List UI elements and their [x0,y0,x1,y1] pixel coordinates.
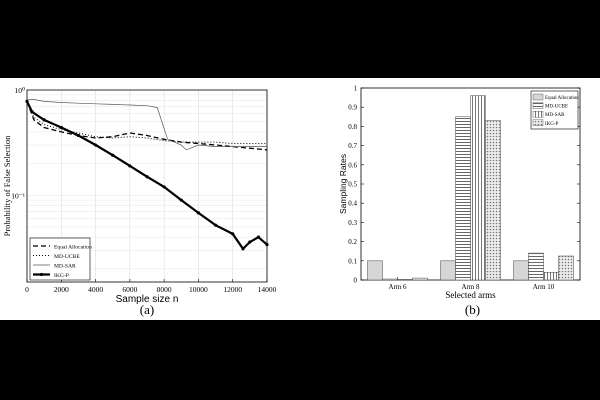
y-tick-label: 0 [354,277,358,285]
series-point [256,235,261,239]
y-tick-label: 10⁻¹ [11,191,25,200]
legend-label: MD-SAR [54,264,76,270]
x-tick-label: 0 [25,285,29,294]
series-point [213,223,218,227]
series-point [241,247,245,251]
legend-swatch [532,119,544,126]
x-tick-label: 14000 [258,285,277,294]
legend-swatch [532,102,544,109]
y-tick-label: 0.5 [348,181,357,189]
legend-label: MD-SAR [545,113,565,118]
series-point [145,175,149,179]
series-point [42,118,46,122]
series-point [111,153,115,157]
x-tick-label: 4000 [88,285,103,294]
bar [382,278,398,281]
series-point [179,198,183,202]
series-line-3 [26,100,268,251]
bar [543,272,559,281]
legend-label: MD-UCBE [54,254,80,260]
bar [485,120,501,281]
legend-swatch [532,93,544,101]
bar [470,95,486,281]
y-tick-label: 0.1 [348,257,357,265]
legend-label: IKG-P [54,273,69,279]
legend-label: MD-UCBE [545,105,568,110]
series-point [248,240,252,244]
bar [440,260,456,281]
y-tick-label: 0.8 [348,123,357,131]
bar [455,116,471,281]
series-point [231,232,235,236]
x-axis-label: Selected arms [445,290,496,300]
series-point [59,125,63,130]
x-tick-label: 12000 [223,285,242,294]
bar [367,260,383,281]
chart-a: 0 2000 4000 6000 8000 10000 12000 14000 10⁰ 10⁻¹ S… [2,86,277,317]
y-tick-label: 10⁰ [14,86,25,95]
series-point [128,164,132,168]
series-point [265,242,269,247]
y-tick-label: 1 [354,85,358,93]
bar [528,252,544,281]
x-tick-label: Arm 8 [461,283,480,291]
legend-box [29,237,91,281]
bar [412,277,428,281]
x-tick-label: 10000 [189,285,208,294]
chart-b: 0 0.1 0.2 0.3 0.4 0.5 0.6 0.7 0.8 0.9 1 Arm 6 Arm 8 A… [338,85,581,317]
x-tick-label: Arm 10 [533,283,555,291]
y-tick-label: 0.7 [348,142,357,150]
x-tick-label: Arm 6 [388,283,407,291]
plot-frame [26,89,268,283]
legend-label: IKG-P [545,122,559,127]
legend-label: Equal Allocation [54,245,92,251]
figure-panel: 0 2000 4000 6000 8000 10000 12000 14000 10⁰ 10⁻¹ S… [0,78,600,320]
legend-marker [39,272,44,277]
bar [397,279,413,281]
series-point [162,185,166,189]
caption-b: (b) [465,302,480,317]
y-tick-label: 0.3 [348,219,357,227]
series-point [25,99,29,103]
y-tick-label: 0.2 [348,238,357,246]
y-tick-label: 0.9 [348,104,357,112]
y-tick-label: 0.6 [348,161,357,169]
series-line-0 [26,101,268,151]
y-tick-label: 0.4 [348,200,357,208]
y-axis-label: Sampling Rates [338,154,348,214]
legend-swatch [532,111,544,118]
series-line-1 [26,101,267,144]
series-point [30,110,34,114]
series-point [76,133,81,138]
y-axis-label: Probability of False Selection [2,135,12,237]
x-tick-label: 8000 [157,285,172,294]
legend-label: Equal Allocation [545,96,579,101]
x-tick-label: 6000 [122,285,137,294]
series-line-2 [26,98,267,151]
series-point [93,143,98,147]
series-point [196,211,201,215]
x-axis-label: Sample size n [116,294,179,305]
x-tick-label: 2000 [54,285,69,294]
caption-a: (a) [140,302,154,317]
bar [558,255,574,281]
bar [513,260,529,281]
